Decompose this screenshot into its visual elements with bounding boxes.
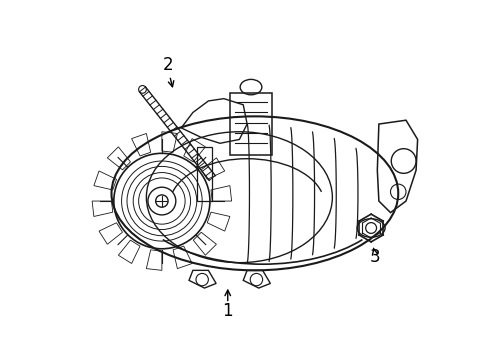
Ellipse shape bbox=[155, 195, 168, 207]
Text: 2: 2 bbox=[163, 56, 173, 74]
Text: 3: 3 bbox=[369, 248, 380, 266]
Text: 1: 1 bbox=[222, 302, 233, 320]
